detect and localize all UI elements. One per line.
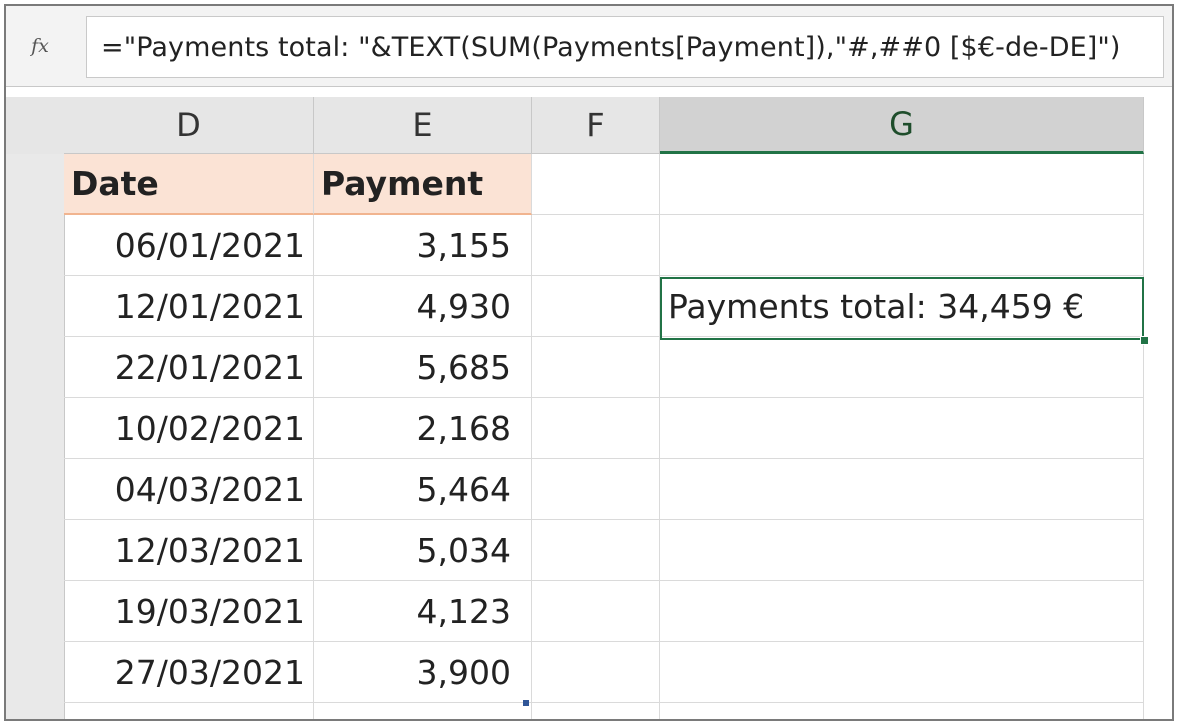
column-header-e[interactable]: E bbox=[314, 97, 532, 154]
cell[interactable] bbox=[660, 642, 1144, 703]
date-cell[interactable]: 19/03/2021 bbox=[64, 581, 314, 642]
payments-total-cell[interactable]: Payments total: 34,459 € bbox=[660, 276, 1144, 337]
cell[interactable] bbox=[532, 337, 660, 398]
cell[interactable] bbox=[532, 581, 660, 642]
cell[interactable] bbox=[660, 703, 1144, 719]
payment-cell[interactable]: 3,155 bbox=[314, 215, 532, 276]
table-header-date[interactable]: Date bbox=[64, 154, 314, 215]
payment-cell[interactable]: 3,900 bbox=[314, 642, 532, 703]
select-all-corner[interactable] bbox=[6, 97, 65, 154]
cell[interactable] bbox=[532, 520, 660, 581]
date-cell[interactable]: 27/03/2021 bbox=[64, 642, 314, 703]
insert-function-button[interactable]: fx bbox=[6, 6, 74, 86]
cell[interactable] bbox=[660, 337, 1144, 398]
cell[interactable] bbox=[532, 398, 660, 459]
column-header-d[interactable]: D bbox=[64, 97, 314, 154]
cell[interactable] bbox=[532, 703, 660, 719]
cell[interactable] bbox=[660, 215, 1144, 276]
cell[interactable] bbox=[532, 459, 660, 520]
cell[interactable] bbox=[660, 154, 1144, 215]
column-header-f[interactable]: F bbox=[532, 97, 660, 154]
cell[interactable] bbox=[532, 642, 660, 703]
cell[interactable] bbox=[660, 581, 1144, 642]
date-cell[interactable]: 06/01/2021 bbox=[64, 215, 314, 276]
cell[interactable] bbox=[314, 703, 532, 719]
payment-cell[interactable]: 4,123 bbox=[314, 581, 532, 642]
spreadsheet-window: fx ="Payments total: "&TEXT(SUM(Payments… bbox=[4, 4, 1174, 721]
function-icon: fx bbox=[31, 35, 49, 57]
fill-handle[interactable] bbox=[1140, 336, 1149, 345]
payment-cell[interactable]: 4,930 bbox=[314, 276, 532, 337]
active-cell-border bbox=[660, 277, 1144, 340]
table-header-payment[interactable]: Payment bbox=[314, 154, 532, 215]
column-header-g[interactable]: G bbox=[660, 97, 1144, 154]
cell[interactable] bbox=[532, 215, 660, 276]
table-resize-handle[interactable] bbox=[523, 700, 529, 706]
cell[interactable] bbox=[532, 276, 660, 337]
payment-cell[interactable]: 2,168 bbox=[314, 398, 532, 459]
cell[interactable] bbox=[532, 154, 660, 215]
cell[interactable] bbox=[64, 703, 314, 719]
date-cell[interactable]: 04/03/2021 bbox=[64, 459, 314, 520]
worksheet-grid: D E F G Date Payment 06/01/2021 3,155 12… bbox=[6, 97, 1172, 719]
formula-input[interactable]: ="Payments total: "&TEXT(SUM(Payments[Pa… bbox=[86, 16, 1164, 78]
date-cell[interactable]: 12/01/2021 bbox=[64, 276, 314, 337]
cell[interactable] bbox=[660, 520, 1144, 581]
date-cell[interactable]: 22/01/2021 bbox=[64, 337, 314, 398]
cell[interactable] bbox=[660, 398, 1144, 459]
formula-bar: fx ="Payments total: "&TEXT(SUM(Payments… bbox=[6, 6, 1172, 87]
date-cell[interactable]: 12/03/2021 bbox=[64, 520, 314, 581]
payment-cell[interactable]: 5,464 bbox=[314, 459, 532, 520]
date-cell[interactable]: 10/02/2021 bbox=[64, 398, 314, 459]
cell[interactable] bbox=[660, 459, 1144, 520]
payment-cell[interactable]: 5,685 bbox=[314, 337, 532, 398]
payment-cell[interactable]: 5,034 bbox=[314, 520, 532, 581]
row-headers bbox=[6, 154, 65, 719]
